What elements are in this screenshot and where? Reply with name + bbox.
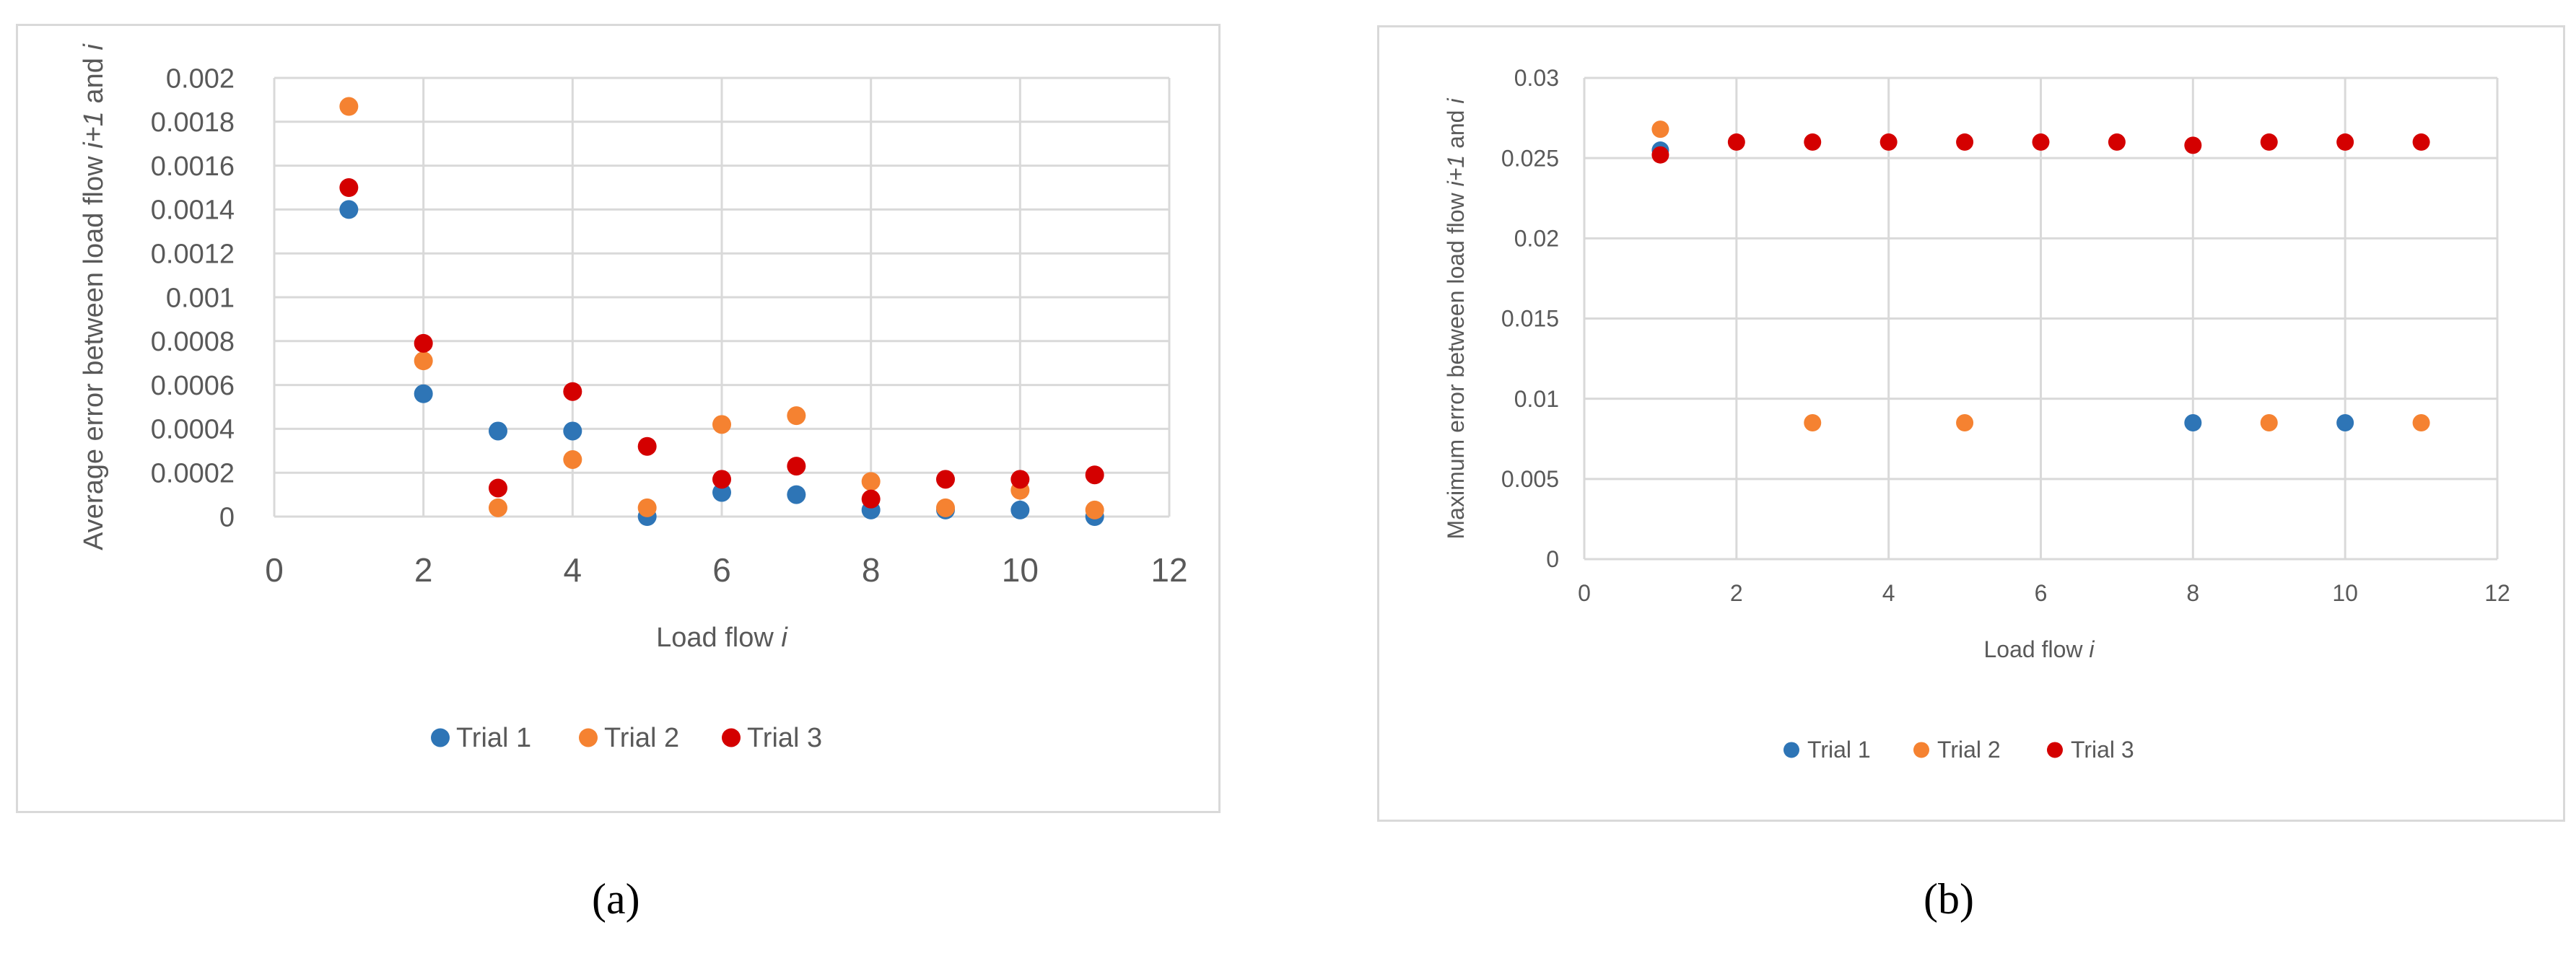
chart-b-x-tick-label: 12 [2484, 580, 2510, 606]
chart-a-point-trial-2 [787, 406, 806, 426]
caption-a: (a) [592, 875, 640, 923]
chart-a-x-tick-label: 6 [712, 551, 731, 589]
chart-a-y-tick-label: 0.0008 [151, 327, 235, 357]
chart-b-x-tick-label: 4 [1882, 580, 1895, 606]
chart-b-y-tick-label: 0.005 [1501, 466, 1559, 492]
chart-a-point-trial-2 [861, 472, 881, 491]
chart-a-y-tick-label: 0.0012 [151, 240, 235, 270]
chart-b-point-trial-3 [1651, 146, 1669, 164]
chart-a-x-tick-label: 4 [564, 551, 582, 589]
chart-a-point-trial-1 [414, 384, 433, 403]
chart-a-point-trial-2 [563, 449, 582, 469]
chart-a-legend-marker [579, 728, 598, 747]
chart-a-point-trial-2 [339, 97, 359, 116]
caption-b: (b) [1924, 875, 1974, 923]
chart-b-point-trial-3 [2260, 133, 2278, 151]
chart-a-point-trial-2 [936, 498, 955, 517]
chart-b-point-trial-3 [2336, 133, 2354, 151]
chart-b-legend-marker [1783, 742, 1799, 758]
chart-a-point-trial-1 [339, 200, 359, 219]
chart-a-y-tick-label: 0.001 [166, 283, 235, 313]
chart-a-point-trial-1 [712, 483, 731, 502]
chart-a-y-tick-label: 0.0018 [151, 107, 235, 138]
chart-a-x-tick-label: 12 [1151, 551, 1187, 589]
chart-b-point-trial-3 [2108, 133, 2126, 151]
chart-b-point-trial-3 [1956, 133, 1974, 151]
chart-b-x-axis-title: Load flow i [1984, 636, 2095, 662]
chart-a-x-tick-label: 2 [414, 551, 433, 589]
chart-a-point-trial-2 [489, 498, 507, 517]
chart-b-y-tick-label: 0.02 [1514, 226, 1559, 252]
chart-a-point-trial-3 [936, 470, 955, 489]
chart-a-y-tick-label: 0 [219, 502, 235, 532]
chart-b-point-trial-2 [1651, 120, 1669, 139]
chart-b-point-trial-2 [1956, 414, 1974, 432]
chart-b-point-trial-3 [2032, 133, 2050, 151]
chart-a-point-trial-1 [563, 421, 582, 441]
chart-a-point-trial-3 [1010, 470, 1030, 489]
chart-b-x-tick-label: 8 [2186, 580, 2199, 606]
chart-a-legend-label: Trial 2 [604, 723, 679, 753]
chart-a-legend-marker [431, 728, 450, 747]
chart-b-point-trial-3 [1727, 133, 1745, 151]
chart-b-y-tick-label: 0.03 [1514, 65, 1559, 91]
chart-a-y-tick-label: 0.0016 [151, 152, 235, 182]
chart-a-point-trial-2 [637, 498, 657, 517]
chart-b-y-tick-label: 0.01 [1514, 386, 1559, 412]
chart-b-y-tick-label: 0.015 [1501, 306, 1559, 332]
chart-a-point-trial-3 [637, 436, 657, 456]
chart-a-point-trial-3 [712, 470, 731, 489]
chart-a-point-trial-3 [414, 333, 433, 353]
chart-a-y-axis-title: Average error between load flow i+1 and … [79, 43, 109, 550]
chart-b-legend-marker [2047, 742, 2063, 758]
chart-a-x-tick-label: 10 [1002, 551, 1039, 589]
chart-a-point-trial-2 [414, 351, 433, 371]
chart-a-y-tick-label: 0.0006 [151, 371, 235, 401]
chart-b-point-trial-2 [2412, 414, 2430, 432]
chart-b-x-tick-label: 10 [2332, 580, 2358, 606]
chart-b-legend-label: Trial 1 [1807, 737, 1871, 763]
chart-b-x-tick-label: 0 [1578, 580, 1591, 606]
chart-a-legend-label: Trial 3 [747, 723, 822, 753]
chart-a-x-tick-label: 0 [265, 551, 284, 589]
chart-b-y-tick-label: 0.025 [1501, 145, 1559, 171]
chart-a-y-tick-label: 0.002 [166, 63, 235, 94]
chart-b-point-trial-2 [1804, 414, 1822, 432]
chart-a-point-trial-3 [861, 489, 881, 509]
chart-b-legend-label: Trial 2 [1937, 737, 2001, 763]
chart-b-point-trial-3 [1804, 133, 1822, 151]
chart-b-point-trial-3 [2184, 136, 2202, 154]
chart-a-x-axis-title: Load flow i [656, 623, 788, 653]
chart-b-point-trial-2 [2260, 414, 2278, 432]
chart-b-y-axis-title: Maximum error between load flow i+1 and … [1443, 98, 1469, 540]
chart-a-point-trial-3 [489, 478, 507, 498]
chart-a-y-tick-label: 0.0002 [151, 459, 235, 489]
chart-a-y-tick-label: 0.0004 [151, 415, 235, 445]
chart-b-legend-label: Trial 3 [2071, 737, 2134, 763]
chart-a-point-trial-2 [712, 415, 731, 434]
chart-a-point-trial-3 [787, 457, 806, 476]
chart-a-point-trial-1 [1010, 500, 1030, 519]
chart-b-x-tick-label: 6 [2035, 580, 2048, 606]
chart-a-point-trial-1 [787, 485, 806, 504]
chart-a-point-trial-2 [1085, 500, 1104, 519]
chart-b-point-trial-1 [2184, 414, 2202, 432]
chart-a-x-tick-label: 8 [862, 551, 881, 589]
chart-b-point-trial-1 [2336, 414, 2354, 432]
chart-a-y-tick-label: 0.0014 [151, 196, 235, 226]
chart-a-point-trial-3 [563, 382, 582, 401]
chart-a-legend-marker [722, 728, 741, 747]
chart-b-legend-marker [1913, 742, 1929, 758]
chart-a-point-trial-3 [339, 178, 359, 197]
chart-a-point-trial-1 [489, 421, 507, 441]
chart-b-point-trial-3 [2412, 133, 2430, 151]
chart-b-point-trial-3 [1879, 133, 1898, 151]
chart-b-x-tick-label: 2 [1730, 580, 1743, 606]
chart-a-legend-label: Trial 1 [456, 723, 531, 753]
chart-a-point-trial-3 [1085, 465, 1104, 485]
chart-b-y-tick-label: 0 [1546, 546, 1559, 572]
